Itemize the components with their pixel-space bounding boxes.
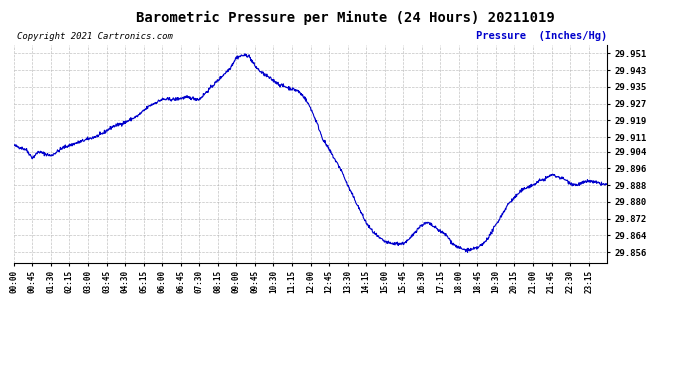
Text: Barometric Pressure per Minute (24 Hours) 20211019: Barometric Pressure per Minute (24 Hours… bbox=[136, 11, 554, 26]
Text: Copyright 2021 Cartronics.com: Copyright 2021 Cartronics.com bbox=[17, 32, 172, 40]
Text: Pressure  (Inches/Hg): Pressure (Inches/Hg) bbox=[476, 31, 607, 40]
